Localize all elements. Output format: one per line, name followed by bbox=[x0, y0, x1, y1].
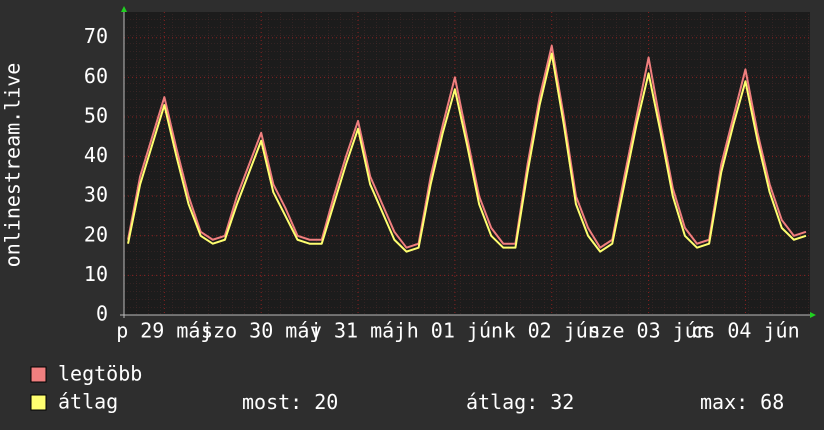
stat: most: 20 bbox=[242, 390, 338, 414]
minor-grid bbox=[124, 12, 810, 315]
y-arrow bbox=[121, 6, 127, 12]
x-tick-label: sze 03 jún bbox=[588, 319, 708, 343]
y-axis-label: onlinestream.live bbox=[1, 63, 25, 268]
y-tick-label: 10 bbox=[84, 262, 108, 286]
y-tick-label: 40 bbox=[84, 143, 108, 167]
legend-label: legtöbb bbox=[58, 362, 142, 386]
stat-value: 68 bbox=[760, 390, 784, 414]
series-line bbox=[127, 52, 807, 253]
series-line bbox=[127, 44, 807, 249]
legend-label: átlag bbox=[58, 390, 118, 414]
y-tick-label: 20 bbox=[84, 222, 108, 246]
x-arrow bbox=[810, 312, 816, 318]
legend-swatch bbox=[30, 394, 47, 411]
y-tick-label: 70 bbox=[84, 24, 108, 48]
grid bbox=[124, 12, 810, 316]
y-tick-label: 30 bbox=[84, 183, 108, 207]
x-tick-label: cs 04 jún bbox=[691, 319, 799, 343]
x-tick-label: p 29 máj bbox=[116, 319, 212, 343]
legend-swatch bbox=[30, 366, 47, 383]
x-tick-label: k 02 jún bbox=[504, 319, 600, 343]
x-tick-label: v 31 máj bbox=[310, 319, 406, 343]
lines bbox=[127, 44, 807, 253]
legend: legtöbb átlag most: 20 átlag: 32 max: 68 bbox=[30, 362, 784, 414]
x-tick-label: szo 30 máj bbox=[201, 319, 321, 343]
y-tick-label: 50 bbox=[84, 103, 108, 127]
stat: max: 68 bbox=[700, 390, 784, 414]
stat-label: most: bbox=[242, 390, 302, 414]
y-tick-label: 60 bbox=[84, 64, 108, 88]
x-tick-label: h 01 jún bbox=[407, 319, 503, 343]
stat-label: max: bbox=[700, 390, 748, 414]
stat: átlag: 32 bbox=[466, 390, 574, 414]
y-tick-label: 0 bbox=[96, 302, 108, 326]
stat-value: 32 bbox=[550, 390, 574, 414]
stat-label: átlag: bbox=[466, 390, 538, 414]
stat-value: 20 bbox=[314, 390, 338, 414]
